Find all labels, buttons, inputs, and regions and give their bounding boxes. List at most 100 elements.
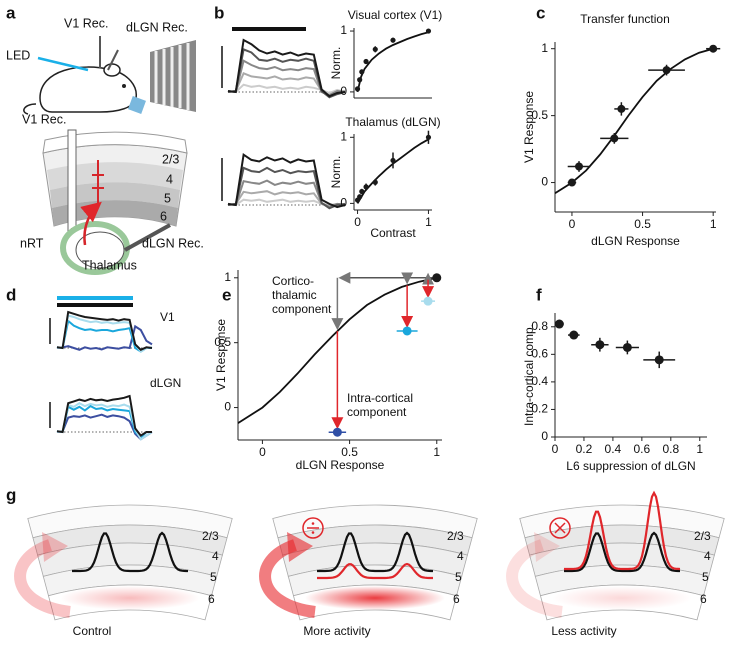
panel-letter: f xyxy=(536,285,542,304)
y-tick-label: 1 xyxy=(541,41,548,55)
x-tick-label: 0.5 xyxy=(634,217,651,231)
layer-label: 6 xyxy=(453,592,460,606)
annotation: component xyxy=(347,405,407,419)
y-tick-label: 0.6 xyxy=(531,347,548,361)
point xyxy=(662,66,671,75)
y-tick-label: 0 xyxy=(224,400,231,414)
x-tick-label: 0 xyxy=(259,445,266,459)
y-axis-label: Norm. xyxy=(329,47,343,80)
x-tick-label: 0.2 xyxy=(576,442,593,456)
y-tick-label: 0.4 xyxy=(531,374,548,388)
y-tick-label: 0.5 xyxy=(531,108,548,122)
x-tick-label: 1 xyxy=(696,442,703,456)
layer-label: 5 xyxy=(210,570,217,584)
feedback-arrowhead xyxy=(42,532,68,562)
point xyxy=(332,427,342,437)
panel-letter: c xyxy=(536,3,545,22)
x-axis-label: dLGN Response xyxy=(591,234,680,248)
layer-label: 4 xyxy=(212,549,219,563)
y-axis-label: Intra-cortical comp. xyxy=(522,324,536,426)
label: 2/3 xyxy=(162,152,179,166)
trace xyxy=(227,59,346,97)
point xyxy=(390,157,396,164)
chart-title: Visual cortex (V1) xyxy=(348,8,442,22)
trace xyxy=(56,310,153,351)
divide-icon xyxy=(311,531,315,534)
layer-label: 5 xyxy=(455,570,462,584)
x-tick-label: 0 xyxy=(552,442,559,456)
layer-label: 5 xyxy=(702,570,709,584)
y-tick-label: 1 xyxy=(340,23,347,37)
layer-label: 4 xyxy=(457,549,464,563)
response-curve xyxy=(564,490,681,571)
point xyxy=(402,326,412,336)
point xyxy=(595,340,605,350)
trace xyxy=(227,166,346,210)
multiply-icon xyxy=(554,522,566,534)
feedback-arrow xyxy=(259,539,316,618)
y-axis-label: V1 Response xyxy=(214,319,228,391)
cortex-diagram: 2/3 4 5 6 xyxy=(259,504,478,621)
stimulus-bar xyxy=(57,296,133,300)
layer-label: 2/3 xyxy=(694,529,711,543)
point xyxy=(567,178,576,187)
y-tick-label: 0 xyxy=(340,84,347,98)
point xyxy=(610,134,619,143)
y-tick-label: 0 xyxy=(541,175,548,189)
fit-curve xyxy=(356,31,429,93)
x-tick-label: 0.8 xyxy=(662,442,679,456)
point xyxy=(575,162,584,171)
activity-glow xyxy=(60,586,200,610)
y-axis-label: V1 Response xyxy=(522,91,536,163)
annotation: component xyxy=(272,302,332,316)
point xyxy=(617,104,626,113)
point xyxy=(359,188,365,195)
activity-glow xyxy=(552,586,692,610)
label: LED xyxy=(6,48,30,62)
response-curve xyxy=(317,531,433,573)
point xyxy=(372,179,378,185)
activity-glow xyxy=(305,586,445,610)
point xyxy=(423,296,433,306)
fit-curve xyxy=(356,138,429,204)
label: Thalamus xyxy=(82,258,137,272)
label: dLGN Rec. xyxy=(126,20,188,34)
chart-title: Thalamus (dLGN) xyxy=(345,115,440,129)
panel-letter: a xyxy=(6,3,16,22)
panel-letter: g xyxy=(6,485,16,504)
fit-curve xyxy=(554,47,714,195)
x-tick-label: 1 xyxy=(425,215,432,229)
condition-label: Control xyxy=(73,624,112,638)
label: V1 Rec. xyxy=(22,112,66,126)
point xyxy=(569,330,579,340)
x-tick-label: 0 xyxy=(354,215,361,229)
trace xyxy=(56,324,153,351)
point xyxy=(363,184,369,190)
trace xyxy=(227,152,346,209)
point xyxy=(390,37,396,43)
feedback-arrowhead xyxy=(534,532,560,562)
y-tick-label: 1 xyxy=(340,129,347,143)
label: 5 xyxy=(164,191,171,205)
x-axis-label: dLGN Response xyxy=(296,458,385,472)
stimulus-bar xyxy=(57,303,133,307)
annotation: thalamic xyxy=(272,288,317,302)
point xyxy=(354,86,361,92)
condition-label: Less activity xyxy=(551,624,616,638)
divide-icon xyxy=(302,517,324,539)
trace-label: V1 xyxy=(160,310,175,324)
cortex-diagram: 2/3 4 5 6 xyxy=(14,504,233,621)
response-curve xyxy=(564,531,680,573)
label: 6 xyxy=(160,209,167,223)
x-tick-label: 0 xyxy=(569,217,576,231)
condition-label: More activity xyxy=(303,624,370,638)
y-tick-label: 0 xyxy=(340,196,347,210)
point xyxy=(363,58,369,65)
point xyxy=(709,44,718,53)
trace xyxy=(56,319,152,353)
layer-label: 6 xyxy=(208,592,215,606)
trace xyxy=(227,83,346,95)
feedback-arrow xyxy=(506,539,563,618)
label: dLGN Rec. xyxy=(142,236,204,250)
